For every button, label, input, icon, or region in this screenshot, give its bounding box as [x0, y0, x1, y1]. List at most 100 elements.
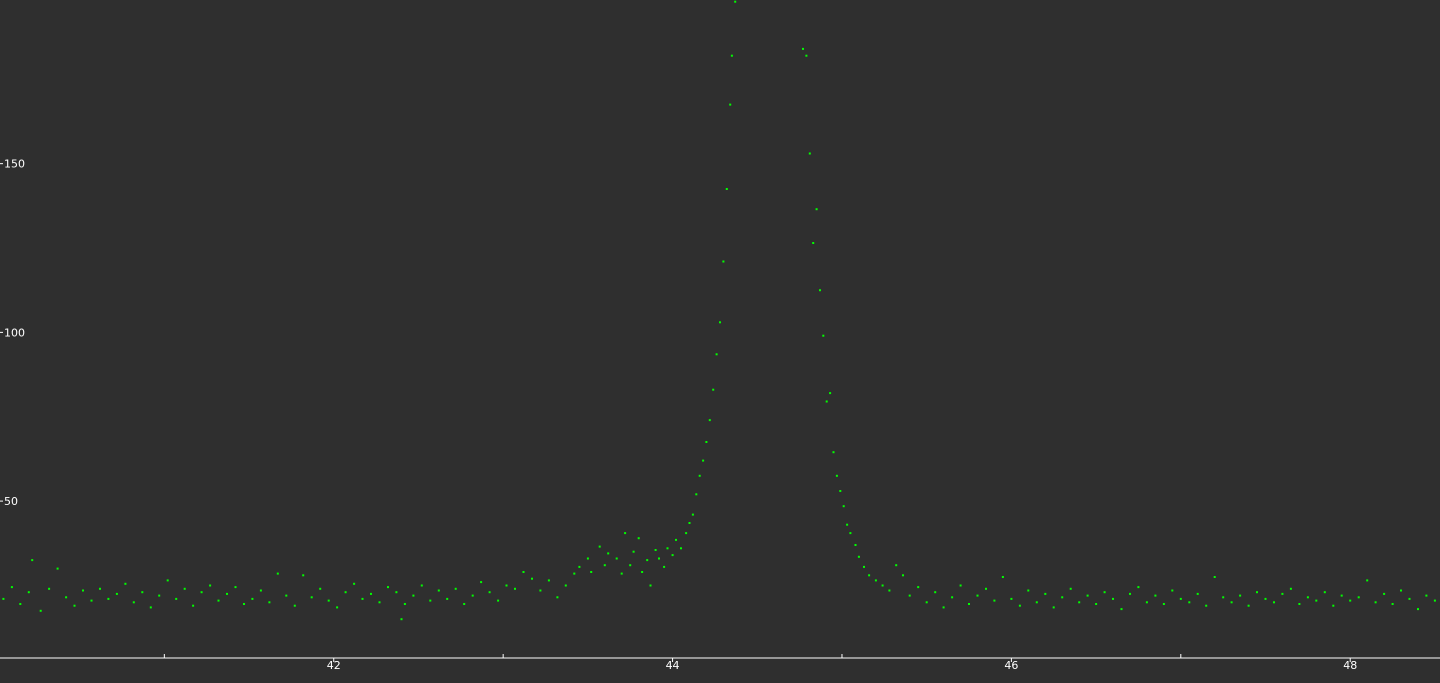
- data-point: [675, 538, 677, 541]
- data-point: [1357, 596, 1360, 599]
- data-point: [802, 47, 804, 50]
- data-point: [719, 321, 721, 324]
- data-point: [539, 589, 542, 592]
- data-point: [849, 532, 852, 535]
- data-point: [446, 597, 449, 600]
- data-point: [934, 591, 937, 594]
- data-point: [863, 565, 865, 568]
- x-tick-label: 42: [327, 659, 341, 672]
- x-tick-label: 48: [1343, 659, 1357, 672]
- data-point: [1061, 596, 1064, 599]
- data-point: [671, 554, 674, 557]
- data-point: [387, 586, 389, 589]
- data-point: [874, 579, 877, 582]
- data-point: [1179, 597, 1182, 600]
- data-point: [1408, 597, 1411, 600]
- data-point: [124, 582, 127, 585]
- data-point: [115, 592, 118, 595]
- data-point: [149, 606, 152, 609]
- data-point: [251, 597, 254, 600]
- data-point: [1120, 608, 1123, 611]
- data-point: [1256, 591, 1258, 594]
- data-point: [27, 591, 30, 594]
- data-point: [480, 581, 483, 584]
- data-point: [56, 567, 59, 570]
- data-point: [624, 532, 627, 535]
- data-point: [968, 603, 970, 605]
- data-point: [1281, 592, 1284, 595]
- data-point: [908, 594, 911, 597]
- data-point: [808, 152, 811, 155]
- data-point: [1425, 594, 1428, 597]
- data-point: [666, 547, 669, 550]
- data-point: [835, 474, 838, 477]
- data-point: [1078, 601, 1081, 604]
- data-point: [688, 522, 691, 524]
- data-point: [564, 584, 567, 587]
- data-point: [370, 592, 372, 595]
- data-point: [832, 451, 835, 454]
- data-point: [1366, 579, 1369, 582]
- data-point: [1069, 587, 1072, 590]
- data-point: [293, 604, 296, 607]
- data-point: [1044, 592, 1047, 595]
- data-point: [1035, 601, 1038, 604]
- data-point: [578, 565, 581, 568]
- data-point: [902, 574, 904, 577]
- data-point: [925, 601, 928, 604]
- data-point: [412, 594, 415, 597]
- data-point: [1230, 601, 1233, 604]
- data-point: [1196, 592, 1199, 595]
- data-point: [39, 609, 42, 612]
- data-point: [993, 599, 996, 602]
- data-point: [685, 532, 688, 535]
- data-point: [1340, 594, 1343, 597]
- data-point: [654, 549, 657, 551]
- data-point: [1154, 594, 1157, 597]
- data-point: [730, 54, 733, 57]
- data-point: [705, 441, 708, 443]
- data-point: [942, 606, 945, 609]
- data-point: [598, 545, 601, 548]
- data-point: [715, 353, 718, 356]
- data-point: [1264, 597, 1267, 600]
- data-point: [166, 579, 169, 582]
- data-point: [1103, 591, 1106, 594]
- data-point: [637, 537, 640, 540]
- data-point: [951, 596, 954, 599]
- data-point: [217, 599, 220, 602]
- data-point: [73, 604, 76, 607]
- data-point: [1289, 587, 1292, 590]
- data-point: [1052, 606, 1055, 609]
- data-point: [1391, 603, 1394, 605]
- data-point: [573, 572, 576, 575]
- data-point: [531, 577, 533, 580]
- data-point: [698, 474, 701, 477]
- data-point: [1374, 601, 1377, 604]
- data-point: [395, 591, 398, 594]
- data-point: [985, 587, 987, 590]
- data-point: [488, 591, 491, 594]
- data-point: [353, 582, 356, 585]
- data-point: [607, 552, 610, 555]
- data-point: [497, 599, 500, 602]
- data-point: [1298, 603, 1301, 605]
- data-point: [695, 493, 698, 496]
- data-point: [107, 597, 110, 600]
- y-tick-label: 150: [4, 158, 25, 171]
- data-point: [632, 550, 635, 553]
- data-point: [234, 586, 237, 589]
- data-point: [663, 565, 666, 568]
- data-point: [1222, 596, 1225, 599]
- data-point: [454, 587, 457, 590]
- data-point: [712, 388, 715, 391]
- data-point: [620, 572, 623, 575]
- data-point: [327, 599, 330, 602]
- data-point: [815, 208, 818, 211]
- data-point: [209, 584, 212, 587]
- data-points: [2, 0, 1436, 621]
- data-point: [302, 574, 305, 577]
- data-point: [65, 596, 68, 599]
- data-point: [1010, 597, 1013, 600]
- data-point: [192, 604, 195, 607]
